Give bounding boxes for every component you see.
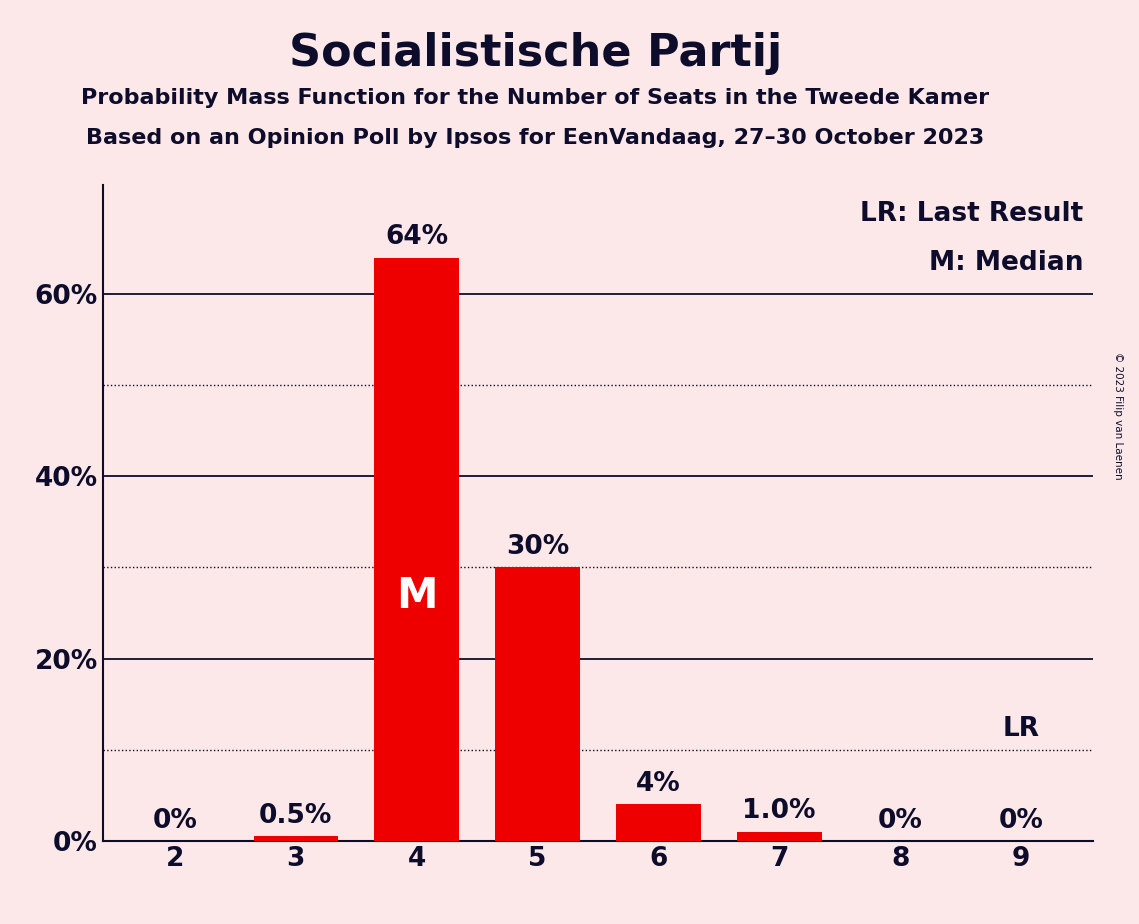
Text: Socialistische Partij: Socialistische Partij — [288, 32, 782, 76]
Text: © 2023 Filip van Laenen: © 2023 Filip van Laenen — [1114, 352, 1123, 480]
Bar — [616, 805, 700, 841]
Text: 64%: 64% — [385, 225, 449, 250]
Text: M: M — [396, 575, 437, 617]
Text: 30%: 30% — [506, 534, 570, 560]
Text: 1.0%: 1.0% — [743, 798, 816, 824]
Bar — [375, 258, 459, 841]
Text: 0%: 0% — [153, 808, 197, 833]
Bar — [495, 567, 580, 841]
Text: LR: Last Result: LR: Last Result — [860, 201, 1083, 227]
Bar — [254, 836, 338, 841]
Text: 0%: 0% — [878, 808, 923, 833]
Text: 0.5%: 0.5% — [260, 803, 333, 829]
Text: 0%: 0% — [999, 808, 1043, 833]
Text: Probability Mass Function for the Number of Seats in the Tweede Kamer: Probability Mass Function for the Number… — [81, 88, 990, 108]
Text: M: Median: M: Median — [929, 250, 1083, 276]
Bar — [737, 832, 821, 841]
Text: LR: LR — [1002, 716, 1040, 743]
Text: 4%: 4% — [636, 772, 681, 797]
Text: Based on an Opinion Poll by Ipsos for EenVandaag, 27–30 October 2023: Based on an Opinion Poll by Ipsos for Ee… — [87, 128, 984, 148]
